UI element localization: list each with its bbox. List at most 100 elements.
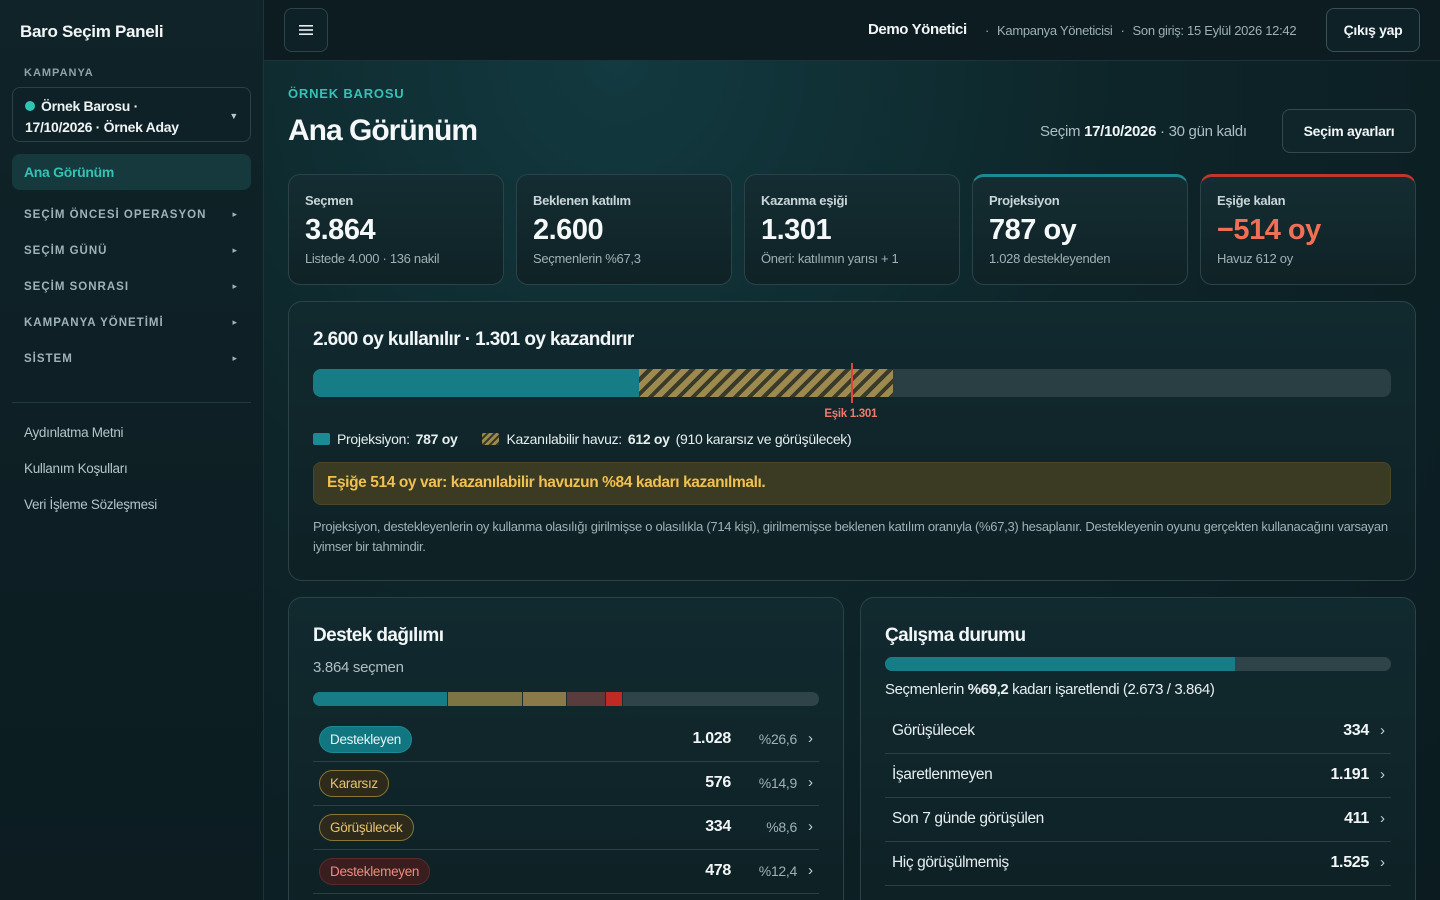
election-date: 17/10/2026: [1084, 123, 1157, 140]
chevron-right-icon: ▸: [232, 209, 237, 219]
row-percent: %8,6: [766, 819, 797, 835]
sidebar-group-label: SEÇİM SONRASI: [24, 281, 130, 293]
sidebar-item-ana-gorunum[interactable]: Ana Görünüm: [12, 154, 251, 190]
threshold-label: Eşik 1.301: [824, 408, 878, 420]
row-percent: %14,9: [758, 775, 798, 791]
legend-pool-value: 612 oy: [627, 431, 670, 447]
kpi-label: Eşiğe kalan: [1217, 193, 1286, 208]
chevron-right-icon: ›: [1380, 766, 1385, 783]
kpi-card-beklenen-katilim: Beklenen katılım 2.600 Seçmenlerin %67,3: [516, 174, 732, 285]
campaign-select[interactable]: Örnek Barosu · 17/10/2026 · Örnek Aday ▼: [12, 87, 251, 142]
row-count: 334: [705, 818, 731, 835]
chevron-right-icon: ›: [1380, 722, 1385, 739]
distribution-row-gorusulecek[interactable]: Görüşülecek 334 %8,6 ›: [313, 806, 819, 850]
page-eyebrow: ÖRNEK BAROSU: [288, 86, 405, 101]
kpi-value: −514 oy: [1217, 214, 1321, 246]
threshold-warning: Eşiğe 514 oy var: kazanılabilir havuzun …: [313, 462, 1391, 505]
row-count: 1.028: [692, 730, 731, 747]
distribution-segment: [606, 692, 624, 706]
main-content: ÖRNEK BAROSU Ana Görünüm Seçim 17/10/202…: [264, 61, 1440, 900]
status-badge: Görüşülecek: [319, 814, 414, 841]
sidebar: Baro Seçim Paneli KAMPANYA Örnek Barosu …: [0, 0, 264, 900]
sidebar-group-label: KAMPANYA YÖNETİMİ: [24, 317, 164, 329]
status-badge: Desteklemeyen: [319, 858, 431, 885]
page-title: Ana Görünüm: [288, 114, 478, 147]
sidebar-group-label: SEÇİM GÜNÜ: [24, 245, 108, 257]
chevron-right-icon: ▸: [232, 317, 237, 327]
work-progress-bar: [885, 657, 1391, 671]
pool-bar-fill: [639, 369, 894, 397]
kpi-sub: Havuz 612 oy: [1217, 251, 1293, 266]
distribution-segment: [566, 692, 607, 706]
legend-projection-value: 787 oy: [415, 431, 458, 447]
sidebar-group-secim-gunu[interactable]: SEÇİM GÜNÜ ▸: [12, 238, 251, 268]
link-kullanim-kosullari[interactable]: Kullanım Koşulları: [24, 461, 128, 476]
distribution-row-kararsiz[interactable]: Kararsız 576 %14,9 ›: [313, 762, 819, 806]
kpi-label: Projeksiyon: [989, 193, 1060, 208]
kpi-sub: Seçmenlerin %67,3: [533, 251, 641, 266]
row-count: 576: [705, 774, 731, 791]
row-count: 1.525: [1330, 854, 1369, 871]
distribution-segment-bar: [313, 692, 819, 706]
kpi-value: 1.301: [761, 214, 832, 246]
projection-bar-fill: [313, 369, 640, 397]
status-badge: Destekleyen: [319, 726, 412, 753]
campaign-select-line2: 17/10/2026 · Örnek Aday: [25, 119, 179, 135]
work-row-gorusulecek[interactable]: Görüşülecek 334 ›: [885, 710, 1391, 754]
brand-title: Baro Seçim Paneli: [20, 22, 164, 41]
chevron-right-icon: ›: [808, 730, 813, 747]
support-distribution-panel: Destek dağılımı 3.864 seçmen Destekleyen…: [288, 597, 844, 900]
kpi-label: Seçmen: [305, 193, 354, 208]
work-progress-fill: [885, 657, 1236, 671]
distribution-row-destekleyen[interactable]: Destekleyen 1.028 %26,6 ›: [313, 718, 819, 762]
bar-legend: Projeksiyon: 787 oy Kazanılabilir havuz:…: [313, 431, 852, 447]
kpi-sub: Öneri: katılımın yarısı + 1: [761, 251, 899, 266]
kpi-label: Kazanma eşiği: [761, 193, 848, 208]
chevron-right-icon: ›: [808, 862, 813, 879]
status-badge: Kararsız: [319, 770, 389, 797]
row-count: 1.191: [1330, 766, 1369, 783]
logout-button[interactable]: Çıkış yap: [1326, 8, 1420, 52]
summary-heading: 2.600 oy kullanılır · 1.301 oy kazandırı…: [313, 329, 634, 350]
row-count: 411: [1344, 810, 1369, 827]
user-name: Demo Yönetici: [868, 21, 967, 38]
distribution-heading: Destek dağılımı: [313, 625, 444, 646]
user-role: Kampanya Yöneticisi: [997, 23, 1113, 38]
sidebar-group-kampanya-yonetimi[interactable]: KAMPANYA YÖNETİMİ ▸: [12, 310, 251, 340]
row-label: İşaretlenmeyen: [892, 766, 993, 783]
chevron-right-icon: ›: [1380, 854, 1385, 871]
distribution-row-desteklemeyen[interactable]: Desteklemeyen 478 %12,4 ›: [313, 850, 819, 894]
work-row-isaretlenmeyen[interactable]: İşaretlenmeyen 1.191 ›: [885, 754, 1391, 798]
sidebar-group-label: SİSTEM: [24, 353, 73, 365]
sidebar-group-secim-oncesi[interactable]: SEÇİM ÖNCESİ OPERASYON ▸: [12, 202, 251, 232]
distribution-segment: [447, 692, 524, 706]
kpi-value: 2.600: [533, 214, 604, 246]
kpi-value: 3.864: [305, 214, 376, 246]
legend-projection-label: Projeksiyon:: [337, 431, 410, 447]
caret-down-icon: ▼: [229, 111, 238, 121]
menu-toggle-button[interactable]: [284, 8, 328, 52]
progress-prefix: Seçmenlerin: [885, 681, 964, 698]
row-label: Görüşülecek: [892, 722, 975, 739]
work-progress-text: Seçmenlerin %69,2 kadarı işaretlendi (2.…: [885, 681, 1215, 698]
row-count: 478: [705, 862, 731, 879]
work-row-hic-gorusulmemis[interactable]: Hiç görüşülmemiş 1.525 ›: [885, 842, 1391, 886]
distribution-segment: [313, 692, 448, 706]
status-dot-icon: [25, 101, 35, 111]
work-heading: Çalışma durumu: [885, 625, 1026, 646]
sidebar-group-secim-sonrasi[interactable]: SEÇİM SONRASI ▸: [12, 274, 251, 304]
top-bar: Demo Yönetici · Kampanya Yöneticisi · Son g…: [264, 0, 1440, 61]
projection-note: Projeksiyon, destekleyenlerin oy kullanm…: [313, 519, 1388, 554]
link-aydinlatma-metni[interactable]: Aydınlatma Metni: [24, 425, 124, 440]
row-label: Hiç görüşülmemiş: [892, 854, 1009, 871]
election-settings-button[interactable]: Seçim ayarları: [1282, 109, 1416, 153]
sidebar-group-sistem[interactable]: SİSTEM ▸: [12, 346, 251, 376]
kpi-card-secmen: Seçmen 3.864 Listede 4.000 · 136 nakil: [288, 174, 504, 285]
distribution-subheading: 3.864 seçmen: [313, 659, 404, 676]
election-prefix: Seçim: [1040, 123, 1081, 140]
chevron-right-icon: ▸: [232, 353, 237, 363]
kpi-sub: Listede 4.000 · 136 nakil: [305, 251, 440, 266]
kpi-label: Beklenen katılım: [533, 193, 631, 208]
work-row-son-7-gun[interactable]: Son 7 günde görüşülen 411 ›: [885, 798, 1391, 842]
link-veri-isleme[interactable]: Veri İşleme Sözleşmesi: [24, 497, 157, 512]
